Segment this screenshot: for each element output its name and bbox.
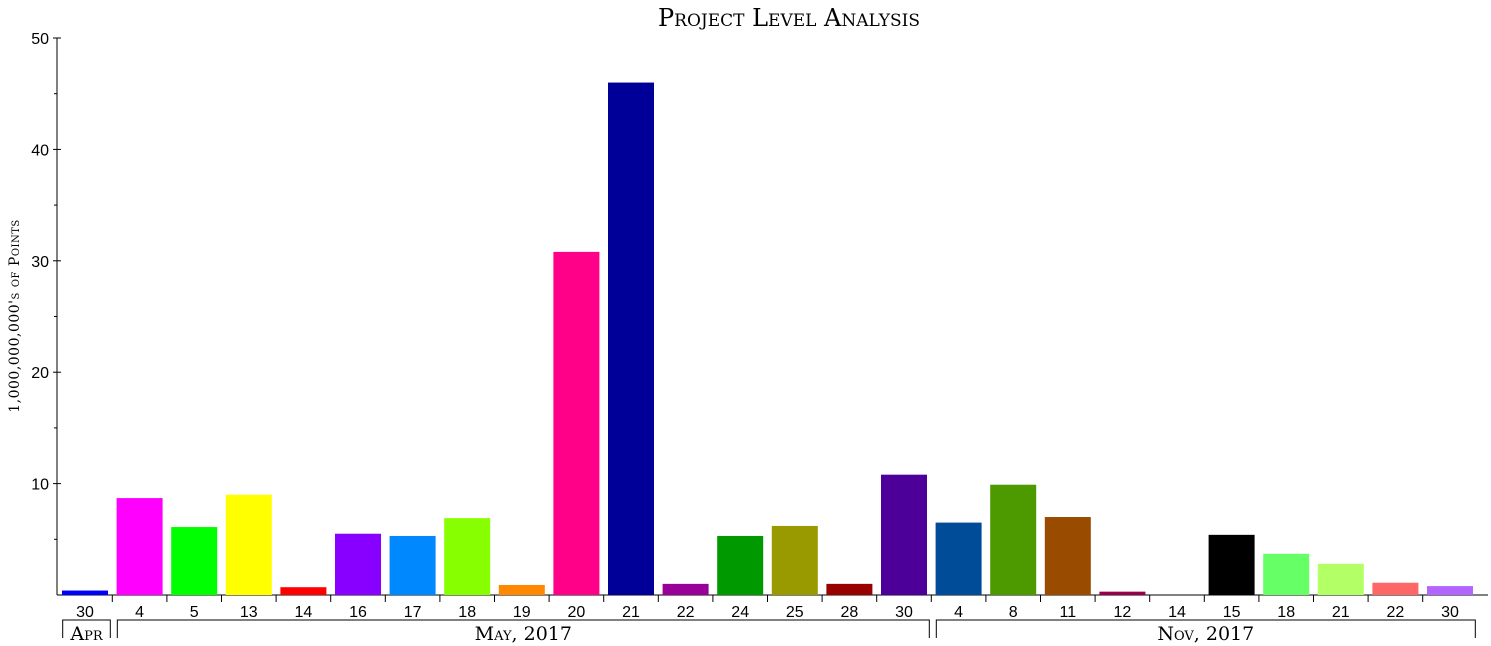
bar: [990, 484, 1037, 595]
group-label: May, 2017: [475, 623, 572, 645]
bar: [1263, 553, 1310, 595]
bar: [335, 533, 381, 595]
bar: [1099, 591, 1146, 595]
bar: [389, 535, 436, 595]
y-tick-label: 30: [31, 254, 49, 271]
bar: [826, 583, 873, 595]
x-tick-label: 21: [1332, 604, 1350, 621]
y-tick-label: 10: [31, 477, 49, 494]
group-label: Nov, 2017: [1157, 623, 1254, 645]
x-tick-label: 14: [1168, 604, 1186, 621]
x-tick-label: 8: [1009, 604, 1018, 621]
bar: [1372, 582, 1419, 595]
x-tick-label: 30: [76, 604, 94, 621]
bar: [771, 525, 818, 595]
bar: [935, 522, 982, 595]
bar: [1317, 563, 1364, 595]
y-axis-label: 1,000,000,000's of Points: [7, 219, 23, 413]
x-tick-label: 18: [458, 604, 476, 621]
x-tick-label: 22: [1387, 604, 1405, 621]
x-tick-label: 18: [1277, 604, 1295, 621]
chart-title: Project Level Analysis: [658, 4, 920, 32]
x-tick-label: 24: [731, 604, 749, 621]
bar: [1044, 517, 1091, 595]
bar: [62, 590, 108, 595]
x-tick-label: 4: [954, 604, 963, 621]
x-tick-label: 21: [622, 604, 640, 621]
x-tick-label: 30: [895, 604, 913, 621]
bar: [280, 587, 327, 595]
bar: [553, 251, 600, 595]
x-tick-label: 16: [349, 604, 367, 621]
bar: [444, 518, 491, 595]
y-tick-label: 50: [31, 31, 49, 48]
x-tick-label: 15: [1223, 604, 1241, 621]
x-tick-label: 4: [135, 604, 144, 621]
bar: [1427, 586, 1473, 595]
x-tick-label: 19: [513, 604, 531, 621]
bar: [881, 474, 927, 595]
y-tick-label: 40: [31, 142, 49, 159]
group-label: Apr: [69, 623, 103, 645]
bar: [498, 584, 545, 595]
x-tick-label: 28: [841, 604, 859, 621]
x-tick-label: 11: [1059, 604, 1076, 621]
plot-area: 10 20 30 40 50 30 4 5 13 14 16 17 18 19 20 21 22 24 25 28 30…: [31, 31, 1488, 645]
group-bracket: [935, 619, 1476, 638]
x-tick-label: 25: [786, 604, 804, 621]
bar: [116, 498, 163, 595]
x-tick-label: 13: [240, 604, 258, 621]
x-tick-label: 17: [404, 604, 422, 621]
x-tick-label: 12: [1114, 604, 1132, 621]
group-bracket: [116, 619, 930, 638]
bar: [171, 527, 218, 595]
x-tick-label: 14: [295, 604, 313, 621]
bar: [662, 583, 709, 595]
group-bracket: [62, 619, 111, 638]
x-tick-label: 20: [568, 604, 586, 621]
bar: [717, 535, 764, 595]
bar: [1208, 534, 1255, 595]
x-tick-label: 5: [190, 604, 199, 621]
x-tick-label: 30: [1441, 604, 1459, 621]
y-tick-label: 20: [31, 365, 49, 382]
x-tick-label: 22: [677, 604, 695, 621]
bar: [225, 494, 272, 595]
bar: [608, 82, 654, 595]
